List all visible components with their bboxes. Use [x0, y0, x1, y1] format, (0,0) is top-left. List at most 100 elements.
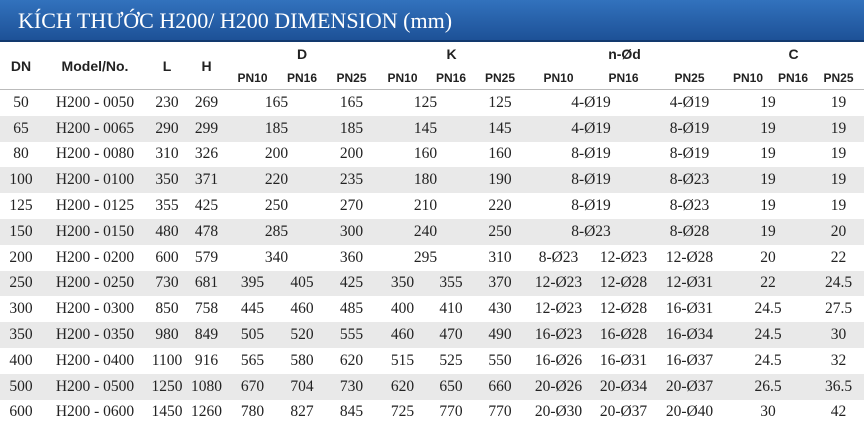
cell-value: 350: [390, 274, 415, 292]
cell-value: 19: [760, 93, 776, 111]
pressure-header: PN16: [435, 70, 467, 85]
cell-value: 32: [830, 351, 847, 369]
cell-value: 220: [264, 171, 289, 189]
cell-h: 269: [194, 93, 219, 111]
column-header: DN: [10, 57, 32, 74]
cell-value: 485: [339, 300, 364, 318]
data-row: 80 H200 - 0080 310 326 200 200 160 160 8-Ø19 8-Ø1…: [0, 142, 864, 168]
cell-h: 1260: [191, 403, 222, 421]
cell-value: 22: [830, 248, 847, 266]
cell-value: 12-Ø28: [599, 274, 648, 292]
cell-h: 371: [194, 171, 219, 189]
cell-value: 660: [488, 377, 512, 395]
group-header: n-Ød: [608, 46, 641, 62]
cell-value: 16-Ø31: [665, 300, 714, 318]
data-row: 350 H200 - 0350 980 849 505 520 555 460 470 490 16…: [0, 322, 864, 348]
cell-l: 480: [155, 222, 179, 240]
cell-value: 20-Ø26: [534, 377, 583, 395]
cell-model: H200 - 0150: [55, 222, 135, 240]
cell-model: H200 - 0050: [55, 93, 135, 111]
cell-value: 19: [760, 171, 776, 189]
cell-value: 26.5: [754, 377, 782, 395]
cell-value: 780: [240, 403, 265, 421]
group-header: K: [446, 46, 457, 62]
pressure-header: PN16: [778, 70, 809, 85]
cell-value: 295: [413, 248, 438, 266]
cell-value: 16-Ø26: [534, 351, 583, 369]
cell-value: 185: [339, 119, 364, 137]
cell-value: 210: [413, 197, 438, 215]
cell-l: 310: [155, 145, 179, 163]
cell-value: 770: [488, 403, 512, 421]
cell-value: 8-Ø28: [669, 222, 710, 240]
cell-value: 460: [290, 300, 314, 318]
cell-value: 30: [830, 326, 847, 344]
cell-value: 8-Ø23: [571, 222, 611, 240]
cell-value: 12-Ø28: [665, 248, 714, 266]
cell-value: 22: [760, 274, 776, 292]
cell-l: 350: [155, 171, 179, 189]
cell-value: 20-Ø34: [599, 377, 648, 395]
cell-value: 235: [339, 171, 364, 189]
cell-value: 19: [830, 171, 847, 189]
cell-value: 8-Ø19: [669, 119, 710, 137]
cell-value: 165: [264, 93, 289, 111]
cell-dn: 125: [9, 197, 33, 215]
cell-h: 681: [194, 274, 219, 292]
data-row: 300 H200 - 0300 850 758 445 460 485 400 410 430 12…: [0, 296, 864, 322]
cell-value: 520: [290, 326, 314, 344]
pressure-header: PN25: [484, 70, 516, 85]
cell-l: 230: [155, 93, 179, 111]
cell-l: 1250: [151, 377, 183, 395]
cell-value: 425: [339, 274, 364, 292]
cell-dn: 150: [9, 222, 33, 240]
cell-value: 580: [290, 351, 314, 369]
cell-model: H200 - 0350: [55, 326, 135, 344]
group-header: D: [296, 46, 308, 62]
cell-value: 515: [390, 351, 415, 369]
column-header: L: [162, 57, 172, 74]
cell-value: 470: [439, 326, 463, 344]
cell-value: 125: [488, 93, 512, 111]
cell-value: 16-Ø31: [599, 351, 648, 369]
cell-value: 24.5: [754, 300, 782, 318]
cell-value: 12-Ø31: [665, 274, 714, 292]
cell-value: 704: [290, 377, 314, 395]
cell-dn: 50: [13, 93, 29, 111]
cell-value: 827: [290, 403, 314, 421]
cell-value: 145: [413, 119, 438, 137]
cell-dn: 300: [9, 300, 33, 318]
cell-value: 160: [488, 145, 512, 163]
cell-value: 400: [390, 300, 415, 318]
cell-dn: 100: [9, 171, 33, 189]
cell-value: 4-Ø19: [571, 119, 611, 137]
cell-value: 8-Ø19: [571, 145, 611, 163]
cell-value: 250: [488, 222, 512, 240]
cell-h: 425: [194, 197, 219, 215]
cell-value: 30: [760, 403, 776, 421]
cell-dn: 65: [13, 119, 29, 137]
cell-value: 410: [439, 300, 463, 318]
cell-h: 916: [194, 351, 219, 369]
cell-value: 20-Ø30: [534, 403, 583, 421]
cell-value: 725: [390, 403, 415, 421]
data-row: 200 H200 - 0200 600 579 340 360 295 310 8-Ø23 12-…: [0, 245, 864, 271]
data-row: 65 H200 - 0065 290 299 185 185 145 145 4-Ø19 8-Ø1…: [0, 115, 864, 142]
title-bar: KÍCH THƯỚC H200/ H200 DIMENSION (mm): [0, 0, 864, 42]
pressure-header: PN16: [608, 70, 639, 85]
cell-l: 600: [155, 248, 179, 266]
data-row: 100 H200 - 0100 350 371 220 235 180 190 8-Ø19 8-Ø…: [0, 167, 864, 194]
cell-value: 24.5: [754, 351, 782, 369]
cell-value: 16-Ø34: [665, 326, 714, 344]
group-header: C: [788, 46, 799, 62]
cell-value: 360: [339, 248, 364, 266]
cell-value: 550: [488, 351, 512, 369]
cell-value: 4-Ø19: [669, 93, 710, 111]
cell-model: H200 - 0400: [55, 351, 135, 369]
data-row: 400 H200 - 0400 1100 916 565 580 620 515 525 550 1…: [0, 348, 864, 374]
cell-value: 730: [339, 377, 364, 395]
cell-value: 20-Ø37: [665, 377, 714, 395]
data-row: 50 H200 - 0050 230 269 165 165 125 125 4-Ø19 4-Ø1…: [0, 90, 864, 116]
